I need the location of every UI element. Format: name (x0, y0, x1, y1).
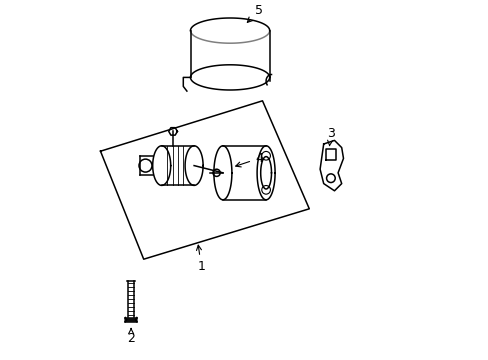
Text: 1: 1 (196, 245, 205, 273)
Text: 4: 4 (235, 152, 263, 167)
Text: 5: 5 (247, 4, 263, 22)
Text: 3: 3 (326, 127, 334, 146)
Text: 2: 2 (127, 329, 135, 345)
